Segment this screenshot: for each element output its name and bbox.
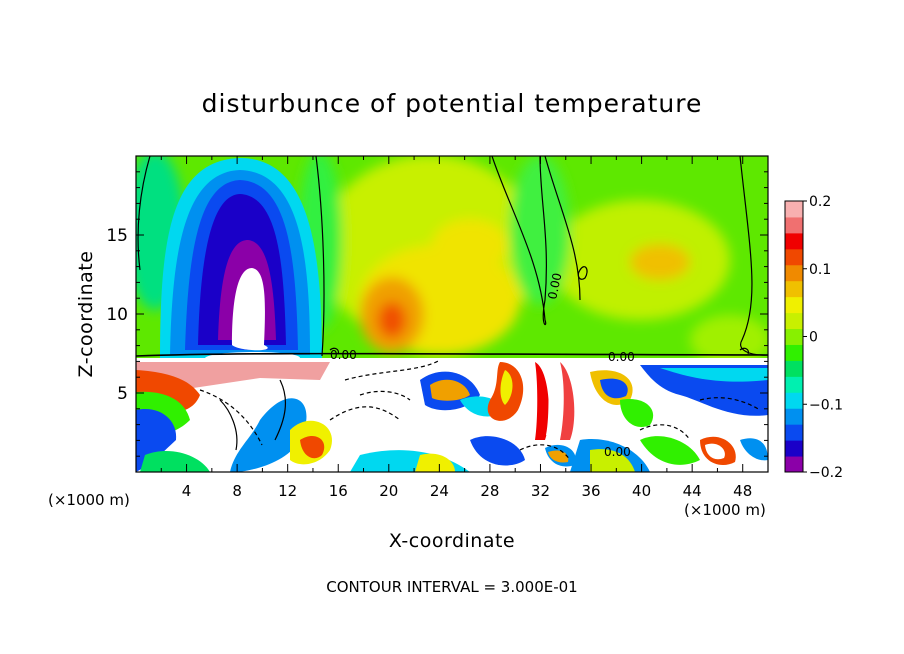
colorbar-segment [785,376,803,393]
colorbar-segment [785,280,803,298]
colorbar-segment [785,216,803,234]
contour-label: 0.00 [545,272,564,301]
colorbar-segment [785,328,803,345]
y-tick-label: 5 [117,384,128,404]
x-axis: 4 8 12 16 20 24 28 32 36 40 44 48 [160,156,752,500]
y-axis: 5 10 15 [106,171,768,457]
colorbar-segment [785,248,803,266]
colorbar-segment [785,201,803,218]
y-tick-label: 10 [106,305,128,325]
contour-interval-footer: CONTOUR INTERVAL = 3.000E-01 [326,578,577,596]
x-tick-label: 20 [379,482,398,500]
x-tick-label: 16 [329,482,348,500]
colorbar-tick-label: 0.2 [809,194,831,210]
colorbar-segment [785,408,803,425]
heatmap-plot-area: 0.00 0.00 0.00 0.00 [136,156,768,472]
y-tick-label: 15 [106,226,128,246]
colorbar-segment [785,456,803,473]
colorbar: 0.2 0.1 0 −0.1 −0.2 [784,194,843,481]
x-tick-label: 28 [480,482,499,500]
colorbar-segment [785,344,803,361]
colorbar-tick-label: 0.1 [809,262,831,278]
contour-lines [136,156,768,461]
y-axis-title: Z-coordinate [75,251,97,378]
colorbar-tick-label: 0 [809,330,818,346]
colorbar-segment [785,440,803,457]
contour-label: 0.00 [608,350,635,364]
colorbar-tick-label: −0.1 [809,397,843,413]
contour-label: 0.00 [330,348,357,362]
colorbar-segment [785,392,803,409]
colorbar-segment [785,312,803,330]
x-tick-label: 48 [733,482,752,500]
contour-label: 0.00 [604,445,631,459]
colorbar-segment [785,424,803,441]
upper-field-blobs [136,156,768,365]
x-unit-label: (×1000 m) [48,491,130,509]
cold-plume [160,158,322,360]
x-tick-label: 12 [278,482,297,500]
colorbar-segment [785,232,803,250]
x-tick-label: 40 [632,482,651,500]
x-tick-label: 32 [531,482,550,500]
lower-layer-bands [136,362,768,472]
x-unit-label-right: (×1000 m) [684,501,766,519]
x-tick-label: 8 [232,482,242,500]
x-tick-label: 4 [182,482,192,500]
x-tick-label: 44 [683,482,702,500]
colorbar-tick-label: −0.2 [809,465,843,481]
chart-title: disturbunce of potential temperature [202,89,703,118]
x-tick-label: 36 [581,482,600,500]
x-tick-label: 24 [430,482,449,500]
colorbar-segment [785,360,803,377]
colorbar-segment [785,296,803,314]
contour-value-labels: 0.00 0.00 0.00 0.00 [330,272,635,459]
x-axis-title: X-coordinate [389,530,515,552]
colorbar-segment [785,264,803,282]
